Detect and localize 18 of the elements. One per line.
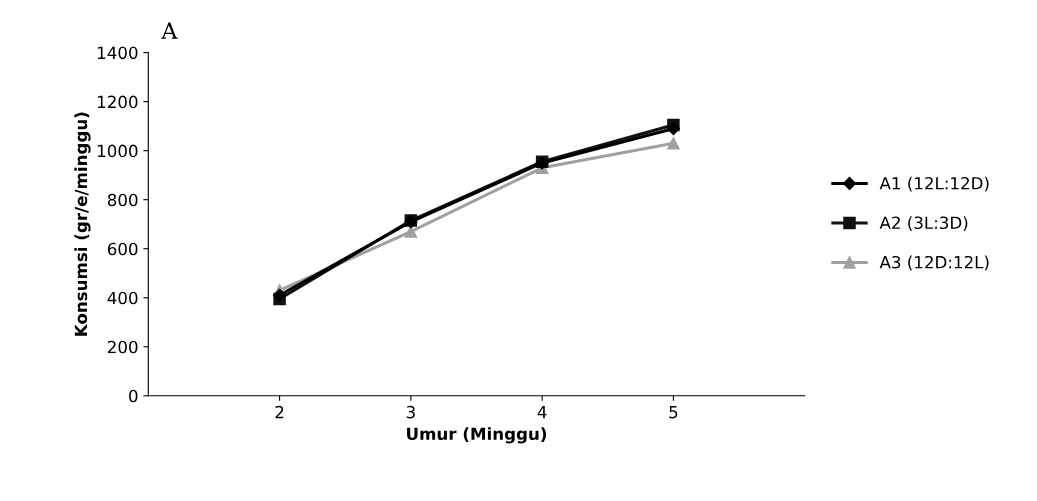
y-tick-label: 1400: [97, 46, 138, 60]
legend-label: A2 (3L:3D): [879, 216, 968, 231]
y-tick-label: 200: [107, 340, 138, 354]
legend-label: A3 (12D:12L): [879, 255, 989, 271]
legend-label: A1 (12L:12D): [879, 176, 989, 192]
y-tick-label: 0: [129, 389, 138, 403]
y-tick-label: 600: [107, 242, 138, 256]
y-tick-label: 400: [107, 291, 138, 305]
x-tick-label: 2: [275, 405, 284, 419]
x-axis-title: Umur (Minggu): [407, 427, 547, 444]
y-tick-label: 1000: [97, 144, 138, 158]
y-axis-title: Konsumsi (gr/e/minggu): [74, 112, 91, 336]
x-tick-label: 5: [669, 406, 678, 419]
y-tick-label: 800: [107, 193, 138, 207]
chart-title: A: [161, 22, 178, 39]
x-tick-label: 4: [537, 406, 547, 419]
y-tick-label: 1200: [97, 95, 138, 109]
x-tick-label: 3: [406, 405, 415, 419]
